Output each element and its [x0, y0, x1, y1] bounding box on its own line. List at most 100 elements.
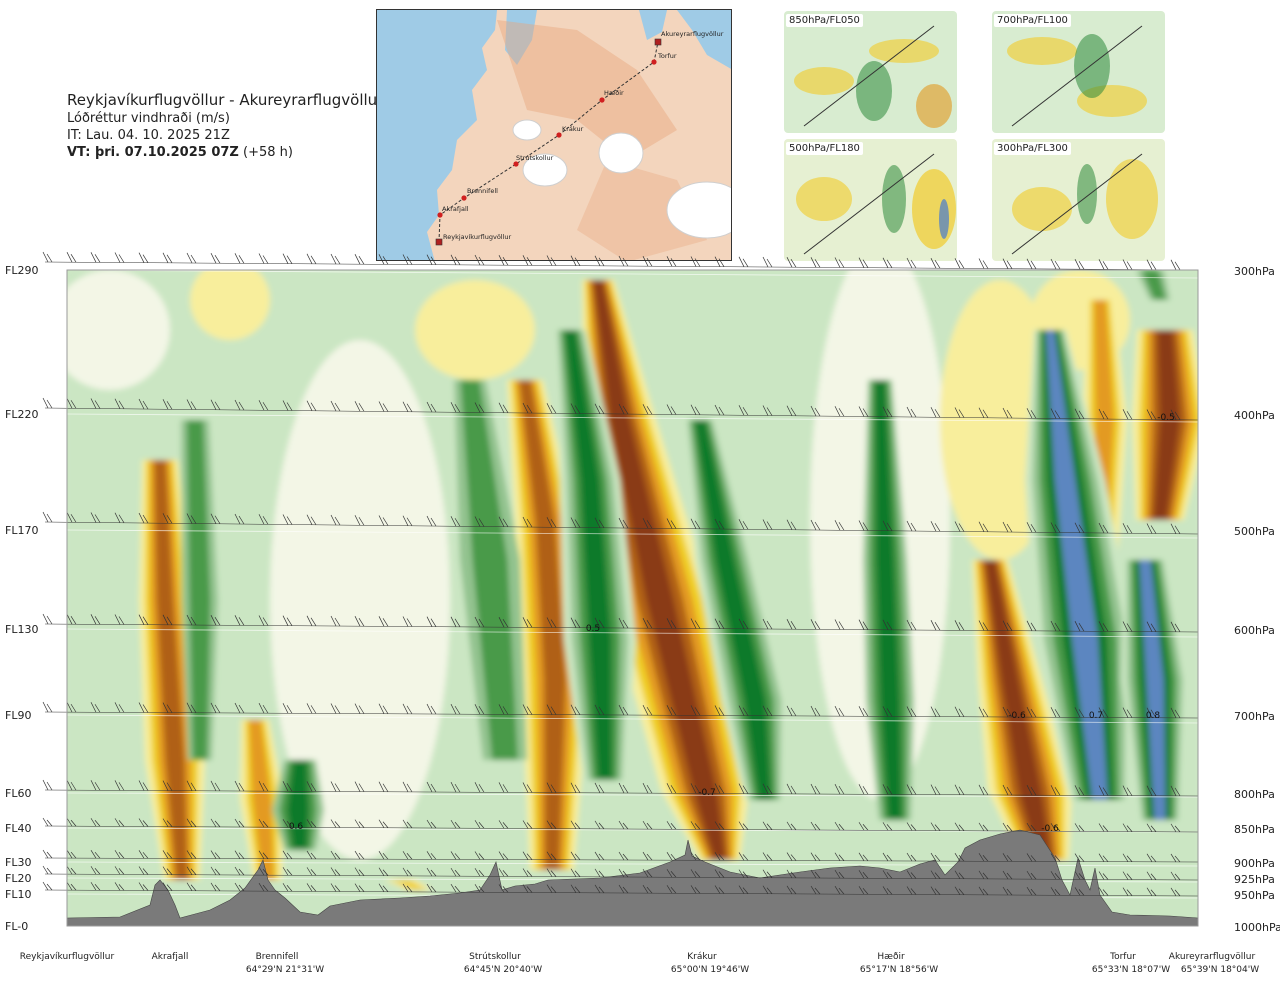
level-map-850[interactable]: 850hPa/FL050: [784, 11, 957, 133]
wind-barb-feather: [910, 854, 917, 862]
wind-barb: [378, 254, 385, 265]
wind-barb-feather: [454, 256, 461, 266]
wind-barb-feather: [166, 515, 173, 524]
barb-baseline: [44, 407, 1199, 421]
level-line: [67, 792, 1198, 798]
wind-barb-feather: [790, 823, 797, 831]
wind-barb-feather: [454, 705, 461, 715]
wind-barb: [42, 779, 49, 791]
wind-barb-feather: [382, 869, 389, 876]
waypoint-label: Akrafjall: [442, 205, 469, 213]
wind-barb: [42, 511, 49, 523]
wind-barb: [546, 884, 553, 893]
route-title: Reykjavíkurflugvöllur - Akureyrarflugvöl…: [67, 91, 384, 109]
wind-barb: [498, 402, 505, 413]
wind-barb-feather: [1102, 709, 1109, 718]
velocity-band: [249, 720, 274, 880]
wind-barb-feather: [1078, 260, 1085, 270]
wind-barb-feather: [574, 257, 581, 266]
wind-barb: [186, 818, 193, 827]
wind-barb-feather: [958, 523, 965, 532]
level-map-700[interactable]: 700hPa/FL100: [992, 11, 1165, 133]
waypoint-marker: [654, 38, 662, 46]
wind-barb: [690, 869, 697, 878]
wind-barb-feather: [214, 401, 221, 410]
waypoint-label: Reykjavíkurflugvöllur: [443, 233, 512, 241]
wind-barb-feather: [1126, 623, 1133, 632]
barb-baseline: [44, 261, 1199, 271]
wind-barb-feather: [286, 705, 293, 714]
wind-barb: [714, 885, 721, 894]
wind-barb-feather: [478, 618, 485, 628]
wind-barb-feather: [1174, 825, 1181, 833]
wind-barb-feather: [1174, 889, 1181, 897]
wind-barb-feather: [94, 884, 101, 891]
wind-barb-feather: [622, 706, 629, 716]
wind-barb: [810, 783, 817, 795]
wind-barb: [930, 886, 937, 895]
level-map-300-svg: [992, 139, 1165, 261]
wind-barb-feather: [958, 854, 965, 862]
route-map[interactable]: Akureyrarflugvöllur Torfur Hæðir Krákur Strú…: [376, 9, 732, 261]
waypoint-marker: [437, 212, 443, 218]
wind-barb-feather: [1030, 260, 1037, 270]
wind-barb-feather: [94, 616, 101, 625]
wind-barb-feather: [910, 408, 917, 418]
wind-barb: [258, 253, 265, 264]
wind-barb-feather: [1102, 623, 1109, 632]
wind-barb-feather: [46, 867, 53, 875]
wind-barb-feather: [838, 854, 845, 861]
wind-barb-feather: [1054, 410, 1061, 419]
wind-barb: [1074, 621, 1081, 632]
wind-barb: [810, 705, 817, 717]
wind-barb: [210, 702, 217, 714]
wind-barb: [114, 614, 121, 625]
wind-barb: [954, 620, 961, 631]
wind-barb-feather: [430, 618, 437, 627]
wind-barb: [1098, 259, 1105, 270]
wind-barb-feather: [958, 260, 965, 269]
wind-barb: [546, 820, 553, 829]
wind-barb-feather: [358, 783, 365, 792]
wind-barb-feather: [958, 872, 965, 879]
wind-barb: [930, 258, 937, 269]
level-map-300[interactable]: 300hPa/FL300: [992, 139, 1165, 261]
wind-barb-feather: [358, 852, 365, 860]
wind-barb-feather: [1054, 825, 1061, 832]
level-map-500[interactable]: 500hPa/FL180: [784, 139, 957, 261]
wind-barb-feather: [118, 782, 125, 791]
wind-barb: [66, 865, 73, 875]
wind-barb-feather: [1150, 709, 1157, 718]
wind-barb-feather: [286, 821, 293, 828]
wind-barb: [426, 883, 433, 893]
wind-barb-feather: [46, 399, 53, 409]
wind-barb: [954, 886, 961, 895]
wind-barb: [1146, 871, 1153, 880]
wind-barb-feather: [1006, 622, 1013, 631]
wind-barb: [498, 704, 505, 715]
wind-barb: [162, 702, 169, 713]
wind-barb-feather: [214, 868, 221, 876]
wind-barb-feather: [574, 886, 581, 893]
wind-barb: [666, 885, 673, 894]
wind-barb: [474, 782, 481, 793]
wind-barb-feather: [262, 516, 269, 525]
wind-barb: [858, 822, 865, 831]
wind-barb-feather: [382, 705, 389, 714]
wind-barb-feather: [214, 704, 221, 714]
wind-barb: [810, 257, 817, 268]
wind-barb-feather: [406, 705, 413, 715]
wind-barb: [1170, 523, 1177, 534]
wind-barb-feather: [742, 823, 749, 830]
wind-barb-feather: [718, 871, 725, 878]
wind-barb: [234, 702, 241, 714]
barb-baseline: [44, 623, 1199, 633]
wind-barb-feather: [670, 853, 677, 861]
wind-barb: [186, 882, 193, 891]
wind-barb: [570, 851, 577, 861]
wind-barb-feather: [982, 824, 989, 832]
wind-barb: [282, 850, 289, 860]
wind-barb: [258, 400, 265, 411]
wind-barb: [1122, 259, 1129, 270]
wind-barb-feather: [118, 254, 125, 263]
